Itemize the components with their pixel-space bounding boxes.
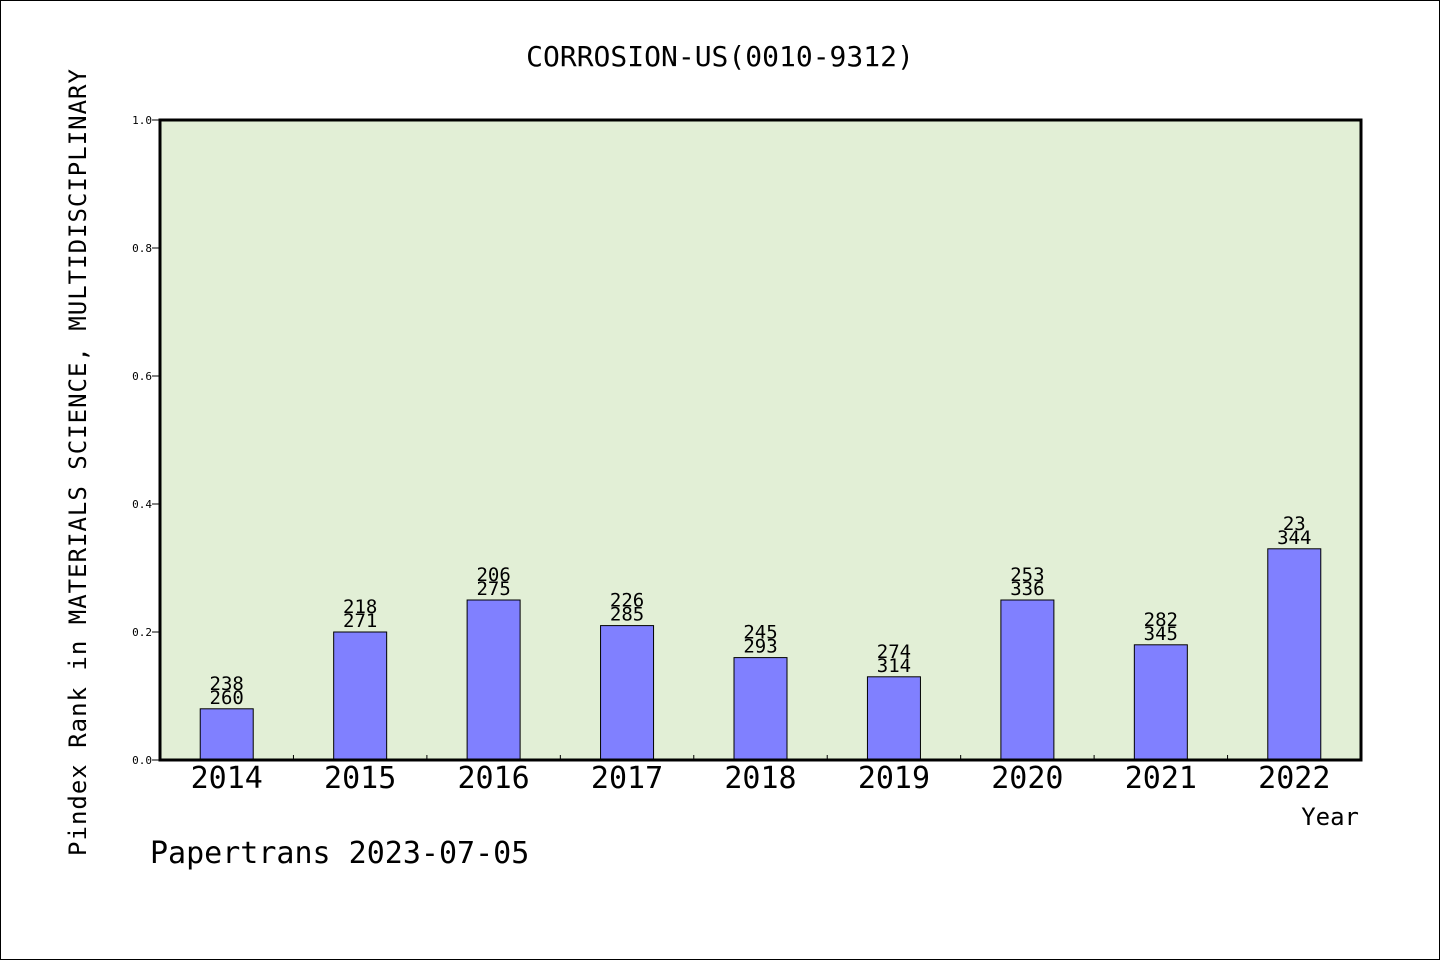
y-tick-label: 0.8 bbox=[132, 242, 152, 255]
bar-label-top: 274 bbox=[877, 641, 911, 663]
bar-label-bottom: 293 bbox=[743, 636, 777, 658]
y-tick-label: 0.4 bbox=[132, 498, 152, 511]
bar-label-bottom: 345 bbox=[1144, 623, 1178, 645]
bar-label-top: 238 bbox=[210, 673, 244, 695]
x-tick-label: 2016 bbox=[457, 761, 529, 796]
y-axis-label: Pindex Rank in MATERIALS SCIENCE, MULTID… bbox=[64, 68, 92, 856]
bar-label-bottom: 336 bbox=[1010, 578, 1044, 600]
bar-label-top: 253 bbox=[1010, 564, 1044, 586]
y-tick-label: 0.0 bbox=[132, 754, 152, 767]
x-axis: 2014 2015 2016 2017 2018 2019 2020 2021 2022 bbox=[191, 755, 1330, 796]
bar-2018 bbox=[733, 657, 788, 761]
x-tick-label: 2015 bbox=[324, 761, 396, 796]
bar-2017 bbox=[600, 625, 655, 761]
bar-label-top: 226 bbox=[610, 590, 644, 612]
y-tick-label: 1.0 bbox=[132, 114, 152, 127]
bar-label-top: 245 bbox=[743, 622, 777, 644]
bar-2022 bbox=[1267, 548, 1322, 761]
x-tick-label: 2017 bbox=[591, 761, 663, 796]
bar-2021 bbox=[1133, 644, 1188, 761]
footer-credit: Papertrans 2023-07-05 bbox=[150, 836, 529, 871]
bar-2019 bbox=[866, 676, 921, 761]
bar-label-top: 218 bbox=[343, 596, 377, 618]
chart-title: CORROSION-US(0010-9312) bbox=[526, 40, 914, 73]
bar-label-bottom: 271 bbox=[343, 610, 377, 632]
y-tick-label: 0.2 bbox=[132, 626, 152, 639]
x-tick-label: 2022 bbox=[1258, 761, 1330, 796]
bar-label-bottom: 275 bbox=[476, 578, 510, 600]
x-axis-label: Year bbox=[1301, 803, 1359, 831]
y-tick-label: 0.6 bbox=[132, 370, 152, 383]
bar-label-bottom: 285 bbox=[610, 604, 644, 626]
bar-2016 bbox=[466, 599, 521, 761]
bar-label-bottom: 260 bbox=[210, 687, 244, 709]
bar-2015 bbox=[333, 631, 388, 761]
plot-border bbox=[158, 118, 1363, 762]
bar-label-bottom: 314 bbox=[877, 655, 911, 677]
bar-label-top: 282 bbox=[1144, 609, 1178, 631]
bars bbox=[199, 548, 1322, 761]
bar-2014 bbox=[199, 708, 254, 761]
x-tick-label: 2020 bbox=[991, 761, 1063, 796]
bar-label-top: 206 bbox=[476, 564, 510, 586]
x-tick-label: 2021 bbox=[1125, 761, 1197, 796]
x-tick-label: 2014 bbox=[191, 761, 263, 796]
bar-label-bottom: 344 bbox=[1277, 527, 1311, 549]
y-axis: 0.0 0.2 0.4 0.6 0.8 1.0 bbox=[132, 114, 160, 767]
x-tick-label: 2019 bbox=[858, 761, 930, 796]
bar-2020 bbox=[1000, 599, 1055, 761]
bar-label-top: 23 bbox=[1283, 513, 1306, 535]
x-tick-label: 2018 bbox=[724, 761, 796, 796]
